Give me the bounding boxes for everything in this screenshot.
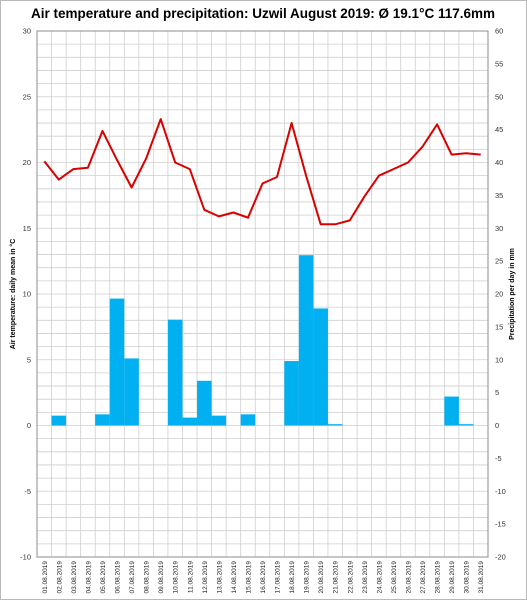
precip-bar <box>197 380 212 426</box>
y-left-tick-label: 10 <box>23 290 31 299</box>
temperature-line <box>43 118 481 226</box>
y-left-tick-label: -5 <box>24 487 31 496</box>
y-axis-right-title: Precipitation per day in mm <box>509 248 516 340</box>
x-tick-label: 10.08.2019 <box>173 561 180 594</box>
x-tick-label: 21.08.2019 <box>333 561 340 594</box>
y-left-tick-label: 0 <box>27 421 31 430</box>
precip-bar <box>109 298 125 426</box>
x-tick-label: 17.08.2019 <box>275 561 282 594</box>
precip-bar <box>167 319 183 426</box>
x-tick-label: 16.08.2019 <box>260 561 267 594</box>
y-right-tick-label: 0 <box>495 421 499 430</box>
x-tick-label: 28.08.2019 <box>435 561 442 594</box>
x-tick-label: 26.08.2019 <box>406 561 413 594</box>
precip-bar <box>211 415 227 426</box>
y-left-tick-label: -10 <box>20 553 31 562</box>
y-right-tick-label: -10 <box>495 487 506 496</box>
y-right-tick-label: 60 <box>495 27 503 36</box>
y-right-tick-label: 25 <box>495 257 503 266</box>
x-tick-label: 02.08.2019 <box>56 561 63 594</box>
precip-bar <box>327 424 343 426</box>
precip-bar <box>124 358 139 426</box>
plot-border <box>36 30 489 558</box>
precip-bar <box>95 414 110 426</box>
y-axis-left-title: Air temperature: daily mean in °C <box>9 239 17 350</box>
x-tick-label: 30.08.2019 <box>464 561 471 594</box>
x-tick-label: 12.08.2019 <box>202 561 209 594</box>
x-tick-label: 14.08.2019 <box>231 561 238 594</box>
x-tick-label: 04.08.2019 <box>85 561 92 594</box>
grid <box>36 30 489 558</box>
precip-bar <box>444 396 459 426</box>
y-left-tick-label: 20 <box>23 158 31 167</box>
y-right-tick-label: -20 <box>495 553 506 562</box>
x-tick-label: 06.08.2019 <box>115 561 122 594</box>
x-tick-label: 31.08.2019 <box>478 561 485 594</box>
y-right-tick-label: 50 <box>495 92 503 101</box>
x-tick-label: 13.08.2019 <box>216 561 223 594</box>
precip-bar <box>284 361 299 426</box>
y-right-tick-label: 40 <box>495 158 503 167</box>
x-tick-label: 24.08.2019 <box>376 561 383 594</box>
x-tick-label: 01.08.2019 <box>42 561 49 594</box>
x-tick-label: 08.08.2019 <box>144 561 151 594</box>
y-right-tick-label: 10 <box>495 355 503 364</box>
x-tick-label: 27.08.2019 <box>420 561 427 594</box>
y-right-tick-label: 45 <box>495 125 503 134</box>
y-left-tick-label: 15 <box>23 224 31 233</box>
y-right-tick-label: -15 <box>495 520 506 529</box>
precip-bar <box>51 415 67 426</box>
x-tick-label: 22.08.2019 <box>347 561 354 594</box>
x-tick-label: 18.08.2019 <box>289 561 296 594</box>
x-tick-label: 25.08.2019 <box>391 561 398 594</box>
y-right-tick-label: 20 <box>495 290 503 299</box>
y-right-tick-label: 15 <box>495 322 503 331</box>
y-left-tick-label: 30 <box>23 27 31 36</box>
y-right-tick-label: -5 <box>495 454 502 463</box>
x-tick-label: 11.08.2019 <box>187 561 194 593</box>
y-left-tick-label: 25 <box>23 92 31 101</box>
y-right-tick-label: 5 <box>495 388 499 397</box>
x-tick-label: 03.08.2019 <box>71 561 78 594</box>
x-tick-label: 05.08.2019 <box>100 561 107 594</box>
temperature-series-line <box>43 118 481 226</box>
x-tick-label: 20.08.2019 <box>318 561 325 594</box>
chart-title: Air temperature and precipitation: Uzwil… <box>31 6 495 21</box>
x-tick-label: 07.08.2019 <box>129 561 136 594</box>
precip-bar <box>313 308 328 426</box>
precip-bar <box>458 424 474 426</box>
x-tick-label: 29.08.2019 <box>449 561 456 594</box>
x-tick-label: 15.08.2019 <box>246 561 253 594</box>
bars <box>51 255 474 426</box>
y-right-tick-label: 30 <box>495 224 503 233</box>
precip-bar <box>240 414 256 426</box>
x-tick-label: 19.08.2019 <box>304 561 311 594</box>
y-left-tick-label: 5 <box>27 355 31 364</box>
y-right-tick-label: 55 <box>495 59 503 68</box>
y-right-tick-label: 35 <box>495 191 503 200</box>
x-tick-label: 23.08.2019 <box>362 561 369 594</box>
precip-bar <box>182 417 198 426</box>
precip-bar <box>298 255 314 426</box>
ticks: 302520151050-5-1060555045403530252015105… <box>20 27 506 594</box>
x-tick-label: 09.08.2019 <box>158 561 165 594</box>
